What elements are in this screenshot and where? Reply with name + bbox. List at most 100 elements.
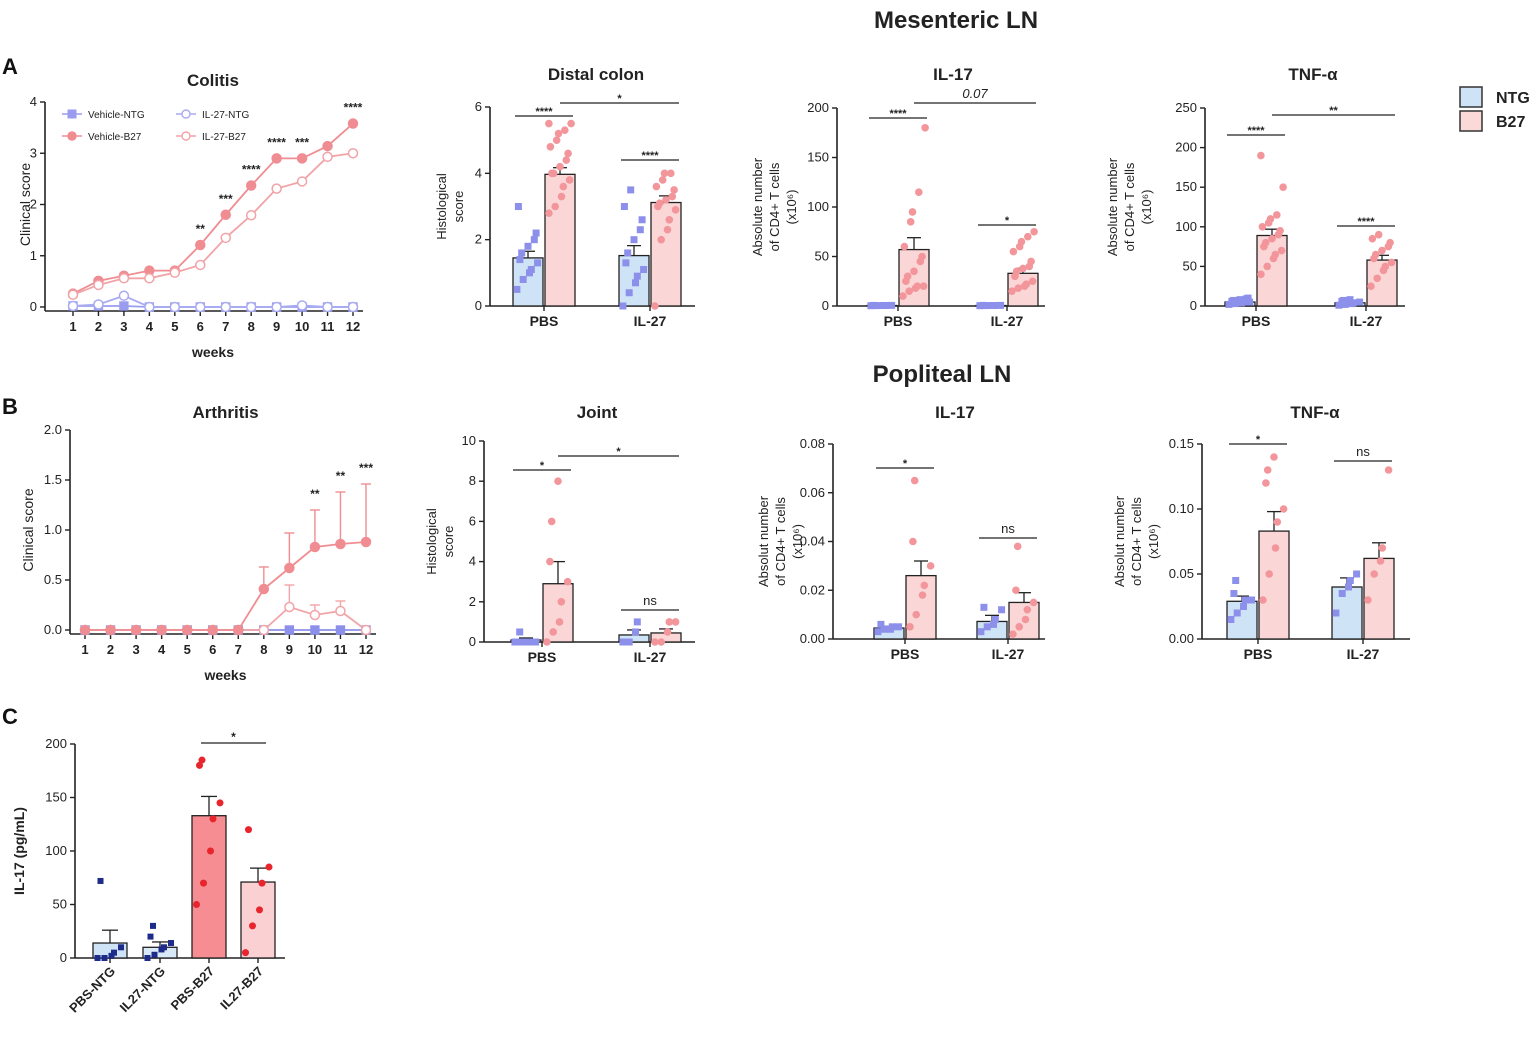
data-point <box>147 933 154 940</box>
data-point <box>258 879 266 887</box>
x-tick-label: 6 <box>197 319 204 334</box>
data-point <box>67 300 79 312</box>
data-point <box>1244 294 1252 302</box>
data-point <box>310 625 320 635</box>
x-tick-label: 3 <box>120 319 127 334</box>
significance-label: ns <box>1001 521 1015 536</box>
x-tick-label: 10 <box>308 642 322 657</box>
data-point <box>1356 298 1364 306</box>
data-point <box>555 618 564 626</box>
x-tick-label: 3 <box>132 642 139 657</box>
data-point <box>625 638 633 646</box>
x-tick-label: 4 <box>158 642 166 657</box>
data-point <box>516 628 524 636</box>
data-point <box>1386 238 1394 247</box>
data-point <box>347 148 359 159</box>
series-il-27-b27 <box>79 584 372 636</box>
data-point <box>903 272 912 281</box>
data-point <box>888 301 896 309</box>
significance-label: **** <box>889 108 907 120</box>
significance-label: * <box>1256 434 1261 446</box>
data-point <box>1368 234 1377 243</box>
y-tick-label: 0.06 <box>800 485 825 500</box>
chart-distal_colon: Distal colon 0 2 4 6 Histological score PBS IL-2… <box>434 65 695 329</box>
x-tick-label: IL27-NTG <box>117 964 168 1015</box>
data-point <box>920 581 929 590</box>
y-tick-label: 0 <box>475 298 482 313</box>
data-point <box>624 249 632 257</box>
data-point <box>545 209 553 217</box>
x-tick-label: IL-27 <box>1347 646 1380 662</box>
data-point <box>256 906 263 914</box>
data-point <box>105 624 116 636</box>
data-point <box>1240 603 1247 610</box>
data-point <box>130 624 142 636</box>
x-tick-label: PBS <box>530 313 559 329</box>
legend-label-ntg: NTG <box>1496 90 1530 107</box>
data-point <box>1021 615 1030 624</box>
data-point <box>1273 211 1281 219</box>
x-tick-label: 9 <box>273 319 280 334</box>
data-point <box>1013 542 1022 551</box>
data-point <box>151 951 158 958</box>
data-point <box>557 598 566 606</box>
significance-label: * <box>617 93 622 105</box>
y-tick-label: 100 <box>807 199 829 214</box>
legend-swatch-ntg <box>1459 86 1483 108</box>
significance-label: **** <box>641 150 659 162</box>
data-point <box>1230 590 1238 597</box>
legend-entry: Vehicle-NTG <box>88 110 145 121</box>
y-axis-label: of CD4+ T cells <box>767 162 782 251</box>
y-tick-label: 50 <box>1183 258 1197 273</box>
data-point <box>1271 544 1280 552</box>
data-point <box>543 638 551 646</box>
data-point <box>271 183 282 194</box>
y-tick-label: 3 <box>30 145 37 160</box>
y-axis-label: (x10⁶) <box>790 524 805 559</box>
y-tick-label: 0.0 <box>44 622 62 637</box>
data-point <box>1270 453 1278 461</box>
data-point <box>910 476 919 485</box>
section-title-popliteal: Popliteal LN <box>873 361 1012 388</box>
x-tick-label: PBS-B27 <box>168 964 217 1013</box>
data-point <box>919 282 928 291</box>
data-point <box>284 625 295 635</box>
x-tick-label: 2 <box>107 642 114 657</box>
data-point <box>168 940 174 947</box>
colitis-legend: Vehicle-NTG IL-27-NTG Vehicle-B27 IL-27-B27 <box>62 109 249 143</box>
data-point <box>322 140 333 152</box>
significance-label: **** <box>267 135 286 149</box>
data-point <box>549 169 558 178</box>
data-point <box>557 192 566 201</box>
data-point <box>322 301 333 313</box>
data-point <box>118 290 130 301</box>
data-point <box>1022 280 1031 289</box>
significance-label: ns <box>643 593 657 608</box>
data-point <box>527 266 535 274</box>
data-point <box>335 538 346 550</box>
data-point <box>1353 570 1361 578</box>
data-point <box>1373 274 1381 283</box>
data-point <box>998 606 1006 614</box>
significance-label: * <box>616 446 621 458</box>
data-point <box>518 249 526 257</box>
y-tick-label: 4 <box>475 165 482 180</box>
x-tick-label: 11 <box>321 319 335 334</box>
data-point <box>198 756 206 764</box>
data-point <box>1332 609 1340 617</box>
data-point <box>627 186 635 194</box>
y-axis-label: Clinical score <box>17 163 33 246</box>
y-axis-label: IL-17 (pg/mL) <box>11 807 27 895</box>
bar-il27-b27 <box>240 881 276 959</box>
data-point <box>207 847 214 855</box>
x-tick-label: IL-27 <box>991 313 1024 329</box>
data-point <box>552 136 561 144</box>
data-point <box>633 618 641 626</box>
data-point <box>101 955 108 961</box>
legend-label-b27: B27 <box>1496 114 1525 131</box>
data-point <box>144 273 155 284</box>
y-tick-label: 150 <box>45 790 67 805</box>
data-point <box>913 282 922 291</box>
legend-entry: Vehicle-B27 <box>88 132 142 143</box>
